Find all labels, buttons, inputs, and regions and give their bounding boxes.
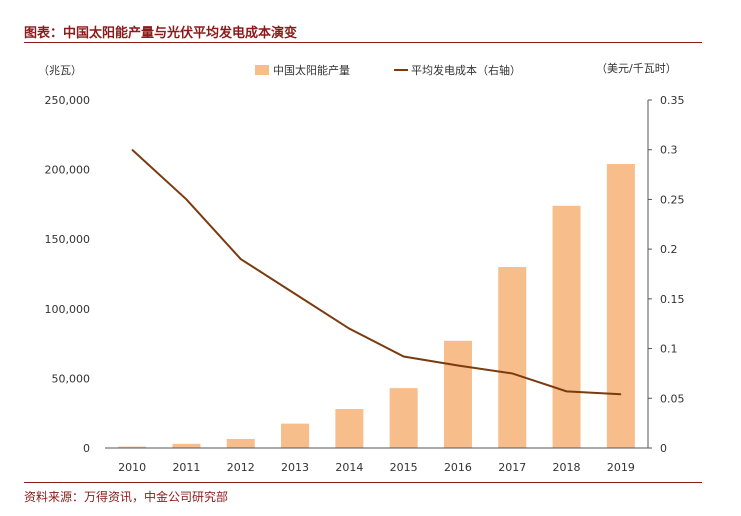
line-point-2012 — [240, 258, 242, 260]
x-tick-label: 2017 — [498, 461, 526, 474]
line-point-2017 — [511, 372, 513, 374]
bar-2012 — [226, 438, 255, 448]
right-tick-label: 0.1 — [660, 343, 678, 356]
legend-bar-swatch — [255, 65, 269, 75]
x-axis: 2010 2011 2012 2013 2014 2015 2016 2017 2018 2019 — [105, 447, 648, 474]
line-point-2013 — [294, 293, 296, 295]
bar-2010 — [118, 446, 147, 448]
x-tick-label: 2012 — [227, 461, 255, 474]
right-tick-label: 0.15 — [660, 293, 685, 306]
x-tick-label: 2015 — [390, 461, 418, 474]
bar-2015 — [389, 388, 418, 448]
right-tick-label: 0.2 — [660, 243, 678, 256]
cost-line — [131, 148, 621, 396]
bar-2019 — [606, 164, 635, 449]
left-tick-label: 200,000 — [45, 164, 91, 177]
left-tick-label: 150,000 — [45, 233, 91, 246]
line-point-2010 — [131, 149, 133, 151]
bar-2013 — [281, 423, 310, 448]
bar-series — [118, 164, 635, 449]
line-point-2016 — [457, 364, 459, 366]
bar-2014 — [335, 409, 364, 448]
left-axis-unit: （兆瓦） — [38, 64, 82, 77]
left-tick-label: 50,000 — [52, 372, 91, 385]
left-tick-label: 100,000 — [45, 303, 91, 316]
x-tick-label: 2011 — [172, 461, 200, 474]
line-point-2018 — [566, 390, 568, 392]
footer-divider — [24, 482, 702, 483]
left-tick-label: 250,000 — [45, 94, 91, 107]
bar-2017 — [498, 267, 527, 448]
line-point-2019 — [620, 393, 622, 395]
line-point-2015 — [403, 356, 405, 358]
x-tick-label: 2016 — [444, 461, 472, 474]
line-series — [131, 148, 622, 396]
legend-bar-label: 中国太阳能产量 — [273, 63, 350, 77]
right-tick-label: 0.35 — [660, 94, 685, 107]
right-axis-unit: （美元/千瓦时） — [596, 62, 677, 75]
left-axis: 0 50,000 100,000 150,000 200,000 250,000 — [45, 94, 91, 455]
bar-2018 — [552, 205, 581, 448]
x-tick-label: 2019 — [607, 461, 635, 474]
x-tick-label: 2013 — [281, 461, 309, 474]
x-tick-label: 2010 — [118, 461, 146, 474]
line-point-2011 — [185, 198, 187, 200]
legend-line-label: 平均发电成本（右轴） — [411, 63, 521, 77]
line-point-2014 — [348, 328, 350, 330]
bar-2011 — [172, 443, 201, 448]
chart-title: 图表：中国太阳能产量与光伏平均发电成本演变 — [24, 26, 298, 41]
left-tick-label: 0 — [83, 442, 90, 455]
title-divider — [24, 42, 702, 43]
right-tick-label: 0.25 — [660, 193, 685, 206]
source-note: 资料来源：万得资讯，中金公司研究部 — [24, 490, 229, 504]
bar-2016 — [443, 340, 472, 448]
right-tick-label: 0 — [660, 442, 667, 455]
x-tick-label: 2018 — [553, 461, 581, 474]
right-tick-label: 0.05 — [660, 392, 685, 405]
right-tick-label: 0.3 — [660, 144, 678, 157]
right-axis: 0 0.05 0.1 0.15 0.2 0.25 0.3 0.35 — [647, 94, 685, 455]
legend: 中国太阳能产量 平均发电成本（右轴） — [255, 63, 521, 77]
x-tick-label: 2014 — [335, 461, 363, 474]
